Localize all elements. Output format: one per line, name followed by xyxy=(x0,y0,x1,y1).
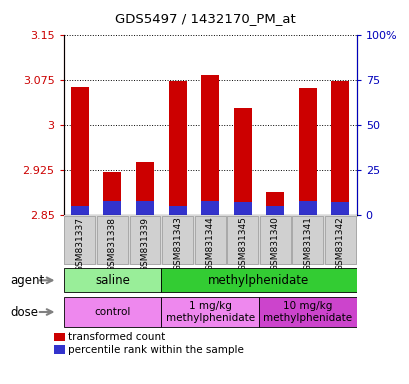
Bar xyxy=(161,297,258,327)
Text: saline: saline xyxy=(95,274,130,287)
Bar xyxy=(54,345,65,354)
Bar xyxy=(103,172,121,215)
Text: transformed count: transformed count xyxy=(68,332,165,342)
Text: methylphenidate: methylphenidate xyxy=(208,274,309,287)
Text: GSM831338: GSM831338 xyxy=(108,217,117,271)
Bar xyxy=(259,215,290,265)
Bar xyxy=(266,192,283,215)
Bar xyxy=(97,215,128,265)
Bar xyxy=(63,268,161,293)
Bar xyxy=(298,88,316,215)
Text: 1 mg/kg
methylphenidate: 1 mg/kg methylphenidate xyxy=(165,301,254,323)
Bar xyxy=(168,81,186,215)
Bar xyxy=(168,206,186,215)
Bar xyxy=(330,202,348,215)
Bar xyxy=(161,268,356,293)
Bar xyxy=(129,215,160,265)
Text: GSM831345: GSM831345 xyxy=(238,217,247,271)
Text: dose: dose xyxy=(10,306,38,318)
Bar xyxy=(266,206,283,215)
Bar xyxy=(71,206,89,215)
Bar xyxy=(233,202,251,215)
Bar xyxy=(227,215,258,265)
Bar xyxy=(324,215,355,265)
Text: GDS5497 / 1432170_PM_at: GDS5497 / 1432170_PM_at xyxy=(115,12,294,25)
Text: GSM831339: GSM831339 xyxy=(140,217,149,271)
Bar xyxy=(233,108,251,215)
Bar xyxy=(136,162,153,215)
Text: GSM831344: GSM831344 xyxy=(205,217,214,271)
Bar xyxy=(298,200,316,215)
Bar xyxy=(330,81,348,215)
Text: GSM831343: GSM831343 xyxy=(173,217,182,271)
Text: control: control xyxy=(94,307,130,317)
Text: agent: agent xyxy=(10,274,45,287)
Text: GSM831340: GSM831340 xyxy=(270,217,279,271)
Bar xyxy=(292,215,323,265)
Bar xyxy=(64,215,95,265)
Bar xyxy=(136,200,153,215)
Bar xyxy=(54,333,65,341)
Text: GSM831337: GSM831337 xyxy=(75,217,84,271)
Bar xyxy=(201,200,218,215)
Text: GSM831341: GSM831341 xyxy=(303,217,312,271)
Bar xyxy=(258,297,356,327)
Bar xyxy=(63,297,161,327)
Bar xyxy=(71,87,89,215)
Text: percentile rank within the sample: percentile rank within the sample xyxy=(68,345,243,355)
Bar xyxy=(162,215,193,265)
Text: GSM831342: GSM831342 xyxy=(335,217,344,271)
Text: 10 mg/kg
methylphenidate: 10 mg/kg methylphenidate xyxy=(263,301,352,323)
Bar xyxy=(103,200,121,215)
Bar xyxy=(201,75,218,215)
Bar xyxy=(194,215,225,265)
